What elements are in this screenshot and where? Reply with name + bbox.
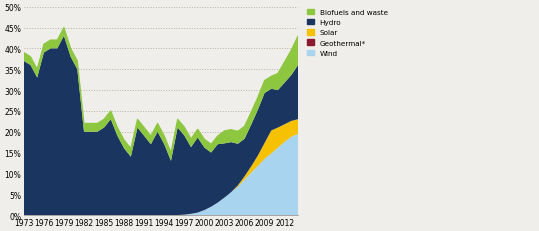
- Legend: Biofuels and waste, Hydro, Solar, Geothermal*, Wind: Biofuels and waste, Hydro, Solar, Geothe…: [305, 7, 391, 59]
